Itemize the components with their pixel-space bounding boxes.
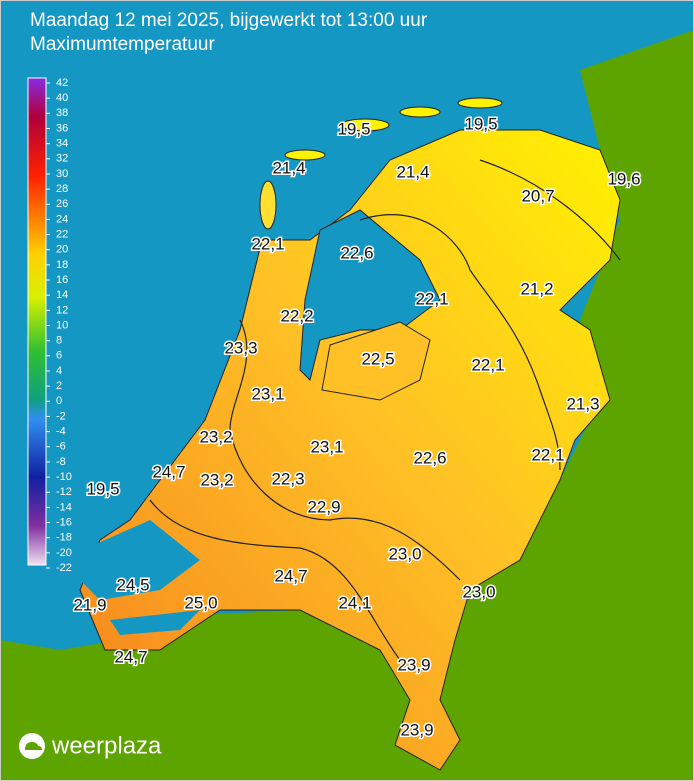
station-value: 22,1 (251, 234, 284, 253)
legend-label: 18 (56, 259, 68, 271)
legend-label: -4 (56, 426, 66, 438)
station-value: 21,9 (73, 595, 106, 614)
station-value: 23,1 (251, 384, 284, 403)
island (340, 118, 390, 132)
legend-label: 30 (56, 168, 68, 180)
legend-label: 38 (56, 107, 68, 119)
station-value: 23,2 (200, 470, 233, 489)
legend-label: 12 (56, 304, 68, 316)
ijsselmeer (299, 209, 441, 381)
estuary (60, 520, 200, 600)
island (284, 149, 326, 161)
station-value: 21,3 (566, 394, 599, 413)
legend-label: 42 (56, 77, 68, 89)
island (259, 180, 277, 230)
station-value: 22,5 (361, 349, 394, 368)
island (399, 106, 441, 118)
station-value: 21,2 (520, 279, 553, 298)
station-value: 24,1 (338, 593, 371, 612)
legend-label: -22 (56, 562, 72, 574)
station-value: 23,1 (310, 437, 343, 456)
land (0, 30, 694, 781)
legend-label: 8 (56, 335, 62, 347)
flevoland (321, 321, 431, 401)
legend-label: 16 (56, 274, 68, 286)
estuary (110, 610, 200, 635)
station-value: 23,9 (397, 655, 430, 674)
station-value: 23,0 (388, 544, 421, 563)
title: Maandag 12 mei 2025, bijgewerkt tot 13:0… (30, 10, 428, 31)
legend-label: 26 (56, 198, 68, 210)
logo: weerplaza (19, 732, 162, 759)
legend-label: -20 (56, 547, 72, 559)
legend-label: 22 (56, 228, 68, 240)
legend-label: 0 (56, 395, 62, 407)
station-value: 24,7 (152, 462, 185, 481)
legend-label: 24 (56, 213, 68, 225)
station-value: 19,6 (607, 169, 640, 188)
legend-label: -14 (56, 501, 72, 513)
legend-label: 4 (56, 365, 62, 377)
station-value: 21,4 (272, 158, 305, 177)
station-value: 22,2 (280, 306, 313, 325)
station-value: 24,5 (116, 575, 149, 594)
subtitle: Maximumtemperatuur (30, 34, 215, 55)
station-value: 22,1 (415, 289, 448, 308)
logo-cloud (25, 742, 42, 750)
legend-label: 2 (56, 380, 62, 392)
station-value: 24,7 (114, 647, 147, 666)
station-value: 22,6 (340, 243, 373, 262)
legend-label: 20 (56, 244, 68, 256)
station-value: 23,2 (199, 427, 232, 446)
legend-label: -18 (56, 532, 72, 544)
station-value: 21,4 (396, 162, 429, 181)
legend-label: 32 (56, 153, 68, 165)
station-value: 22,1 (471, 355, 504, 374)
station-value: 22,3 (271, 469, 304, 488)
station-value: 19,5 (337, 119, 370, 138)
legend-label: 34 (56, 138, 68, 150)
station-value: 23,0 (462, 582, 495, 601)
station-value: 25,0 (184, 593, 217, 612)
legend-label: -10 (56, 471, 72, 483)
island (457, 97, 503, 109)
station-value: 23,3 (224, 338, 257, 357)
legend-label: -2 (56, 410, 66, 422)
legend-label: -12 (56, 486, 72, 498)
station-value: 22,9 (307, 497, 340, 516)
legend-label: 40 (56, 92, 68, 104)
legend-label: 36 (56, 122, 68, 134)
legend-label: 14 (56, 289, 68, 301)
station-value: 19,5 (464, 114, 497, 133)
legend-label: 6 (56, 350, 62, 362)
station-value: 22,1 (531, 445, 564, 464)
station-value: 22,6 (413, 448, 446, 467)
legend-label: 10 (56, 319, 68, 331)
legend-label: -16 (56, 516, 72, 528)
legend-bar (27, 77, 47, 566)
station-value: 23,9 (400, 720, 433, 739)
legend-label: -6 (56, 441, 66, 453)
isotherms (149, 159, 621, 661)
station-value: 19,5 (86, 479, 119, 498)
brand: weerplaza (51, 732, 162, 759)
station-value: 24,7 (274, 566, 307, 585)
legend-label: -8 (56, 456, 66, 468)
station-value: 20,7 (521, 186, 554, 205)
legend-label: 28 (56, 183, 68, 195)
